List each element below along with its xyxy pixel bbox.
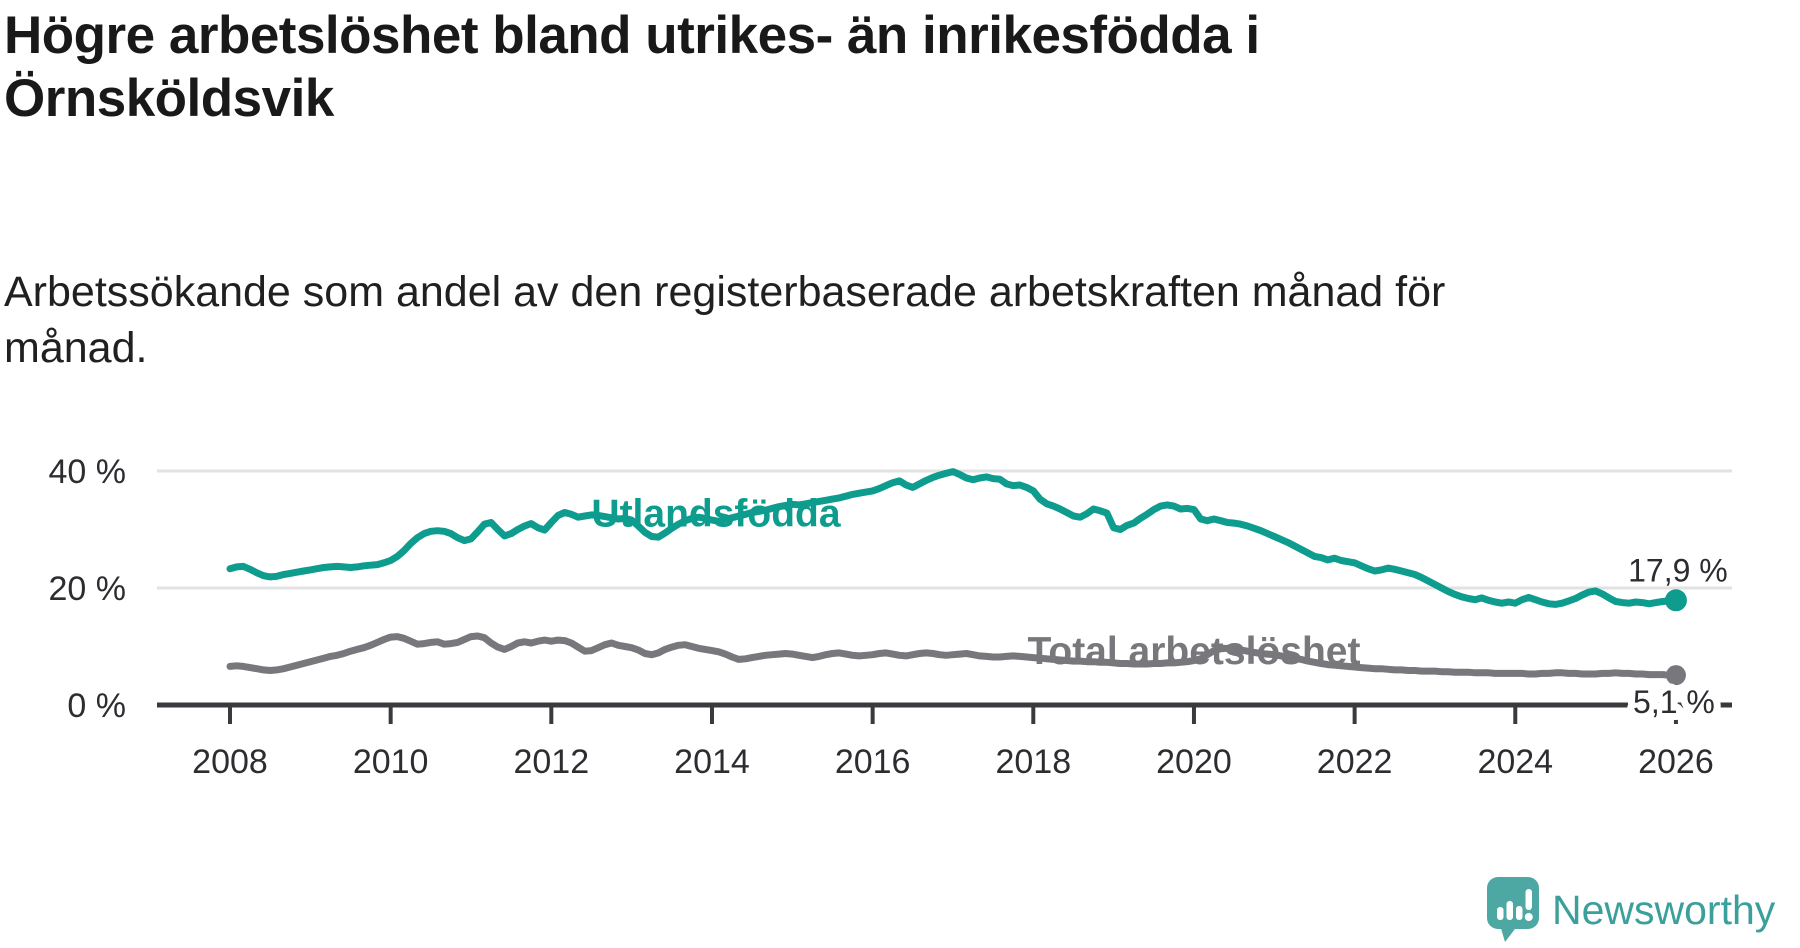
series-end-value-total-arbetsl-shet: 5,1 % [1633, 684, 1715, 720]
x-tick-label-2016: 2016 [835, 743, 911, 781]
y-tick-label-40: 40 % [49, 453, 127, 491]
x-tick-label-2018: 2018 [995, 743, 1071, 781]
x-tick-label-2026: 2026 [1638, 743, 1714, 781]
logo-bar-1 [1497, 907, 1504, 920]
series-line-total-arbetsl-shet [226, 632, 1680, 679]
x-tick-label-2014: 2014 [674, 743, 750, 781]
series-end-value-utlandsf-dda: 17,9 % [1628, 552, 1728, 588]
logo-exclamation-bar [1525, 889, 1532, 910]
x-tick-label-2020: 2020 [1156, 743, 1232, 781]
x-tick-label-2008: 2008 [192, 743, 268, 781]
logo-bar-3 [1516, 906, 1523, 920]
series-line-utlandsf-dda [226, 468, 1680, 608]
series-endpoint-dot-total-arbetsl-shet [1665, 665, 1686, 686]
x-tick-label-2022: 2022 [1317, 743, 1393, 781]
y-tick-label-20: 20 % [49, 570, 127, 608]
chart-subtitle: Arbetssökande som andel av den registerb… [4, 268, 1446, 372]
logo-exclamation-dot [1524, 913, 1533, 921]
y-tick-label-0: 0 % [67, 687, 126, 725]
newsworthy-logo-text: Newsworthy [1552, 886, 1776, 933]
x-tick-label-2012: 2012 [513, 743, 589, 781]
chart-title: Högre arbetslöshet bland utrikes- än inr… [4, 6, 1260, 128]
x-tick-label-2010: 2010 [353, 743, 429, 781]
series-label-utlandsf-dda: Utlandsfödda [591, 493, 840, 536]
newsworthy-logo-icon [1487, 877, 1539, 942]
logo-bar-2 [1506, 901, 1513, 920]
series-label-total-arbetsl-shet: Total arbetslöshet [1027, 630, 1360, 673]
newsworthy-logo: Newsworthy [1486, 876, 1775, 944]
x-tick-label-2024: 2024 [1477, 743, 1553, 781]
series-endpoint-dot-utlandsf-dda [1664, 589, 1687, 612]
